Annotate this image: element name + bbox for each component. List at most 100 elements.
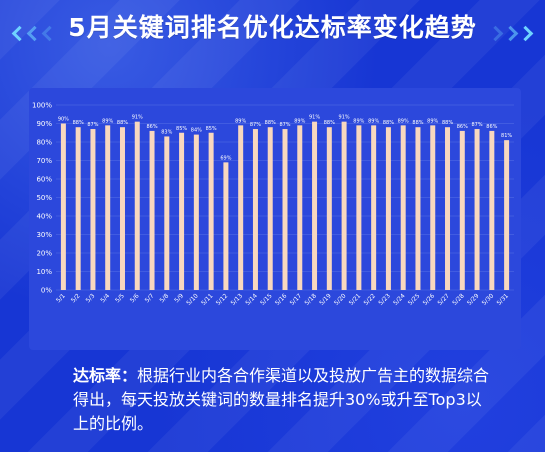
- bar-value-label: 89%: [353, 118, 364, 124]
- x-tick-label: 5/2: [70, 292, 82, 304]
- bar-value-label: 89%: [398, 118, 409, 124]
- bar-value-label: 81%: [501, 133, 512, 139]
- y-tick-label: 70%: [36, 157, 52, 165]
- bar: [179, 132, 185, 290]
- y-tick-label: 60%: [36, 176, 52, 184]
- bar-value-label: 88%: [117, 120, 128, 126]
- x-tick-label: 5/29: [466, 292, 481, 307]
- x-tick-label: 5/8: [158, 292, 170, 304]
- x-tick-label: 5/5: [114, 292, 126, 304]
- y-tick-label: 40%: [36, 213, 52, 221]
- bar-value-label: 87%: [250, 122, 261, 128]
- x-tick-label: 5/20: [333, 292, 348, 307]
- bar-value-label: 84%: [191, 128, 202, 134]
- x-tick-label: 5/23: [377, 292, 392, 307]
- y-tick-label: 10%: [36, 268, 52, 276]
- bar-value-label: 91%: [132, 115, 143, 121]
- bar: [445, 127, 451, 290]
- x-tick-label: 5/26: [422, 292, 437, 307]
- bar: [415, 127, 421, 290]
- bar: [238, 125, 244, 290]
- bar-value-label: 85%: [206, 126, 217, 132]
- x-tick-label: 5/7: [144, 292, 156, 304]
- x-tick-label: 5/10: [185, 292, 200, 307]
- bar-value-label: 86%: [146, 124, 157, 130]
- bar-value-label: 88%: [442, 120, 453, 126]
- bar-chart: 0%10%20%30%40%50%60%70%80%90%100%90%5/18…: [32, 102, 514, 307]
- bar: [119, 127, 125, 290]
- x-tick-label: 5/30: [481, 292, 496, 307]
- x-tick-label: 5/6: [129, 292, 141, 304]
- x-tick-label: 5/27: [436, 292, 451, 307]
- bar: [223, 162, 229, 290]
- x-tick-label: 5/16: [274, 292, 289, 307]
- x-tick-label: 5/11: [200, 292, 215, 307]
- bar-value-label: 91%: [309, 115, 320, 121]
- page-title: 5月关键词排名优化达标率变化趋势: [68, 13, 477, 42]
- bar: [193, 134, 199, 290]
- bar-value-label: 88%: [383, 120, 394, 126]
- footnote-text: 根据行业内各合作渠道以及投放广告主的数据综合得出，每天投放关键词的数量排名提升3…: [73, 366, 490, 433]
- bar: [385, 127, 391, 290]
- bar-value-label: 85%: [176, 126, 187, 132]
- x-tick-label: 5/24: [392, 292, 407, 307]
- x-tick-label: 5/3: [85, 292, 97, 304]
- bar-value-label: 88%: [73, 120, 84, 126]
- bar-value-label: 87%: [87, 122, 98, 128]
- x-tick-label: 5/9: [173, 292, 185, 304]
- bar: [149, 130, 155, 290]
- y-tick-label: 100%: [32, 102, 52, 110]
- x-tick-label: 5/28: [451, 292, 466, 307]
- right-chevron-decoration-icon: [487, 24, 534, 43]
- bar: [356, 125, 362, 290]
- x-tick-label: 5/17: [289, 292, 304, 307]
- footnote: 达标率：根据行业内各合作渠道以及投放广告主的数据综合得出，每天投放关键词的数量排…: [73, 364, 493, 436]
- bar: [430, 125, 436, 290]
- bar: [60, 123, 66, 290]
- chart-panel: [29, 88, 521, 350]
- bar: [208, 132, 214, 290]
- bar: [504, 140, 510, 290]
- x-tick-label: 5/1: [55, 292, 67, 304]
- footnote-lead: 达标率：: [73, 366, 138, 385]
- x-tick-label: 5/22: [363, 292, 378, 307]
- bar: [341, 121, 347, 291]
- bar: [164, 136, 170, 290]
- x-tick-label: 5/12: [215, 292, 230, 307]
- bar-value-label: 88%: [265, 120, 276, 126]
- bar-value-label: 89%: [427, 118, 438, 124]
- bar-value-label: 86%: [457, 124, 468, 130]
- bar-value-label: 87%: [279, 122, 290, 128]
- y-tick-label: 90%: [36, 120, 52, 128]
- bar-value-label: 69%: [220, 155, 231, 161]
- x-tick-label: 5/31: [496, 292, 511, 307]
- bar: [312, 121, 318, 291]
- bar: [75, 127, 81, 290]
- y-tick-label: 80%: [36, 139, 52, 147]
- bar-value-label: 89%: [294, 118, 305, 124]
- bar: [90, 129, 96, 290]
- bar-value-label: 83%: [161, 129, 172, 135]
- bar-value-label: 90%: [58, 117, 69, 123]
- bar: [267, 127, 273, 290]
- y-tick-label: 30%: [36, 231, 52, 239]
- bar: [297, 125, 303, 290]
- x-tick-label: 5/13: [230, 292, 245, 307]
- y-tick-label: 50%: [36, 194, 52, 202]
- bar-value-label: 89%: [235, 118, 246, 124]
- bar-value-label: 88%: [412, 120, 423, 126]
- bar-value-label: 86%: [486, 124, 497, 130]
- bar: [474, 129, 480, 290]
- x-tick-label: 5/4: [99, 292, 111, 304]
- bar-value-label: 89%: [368, 118, 379, 124]
- x-tick-label: 5/25: [407, 292, 422, 307]
- bar-value-label: 89%: [102, 118, 113, 124]
- bar: [489, 130, 495, 290]
- bar-value-label: 88%: [324, 120, 335, 126]
- x-tick-label: 5/18: [303, 292, 318, 307]
- bar: [371, 125, 377, 290]
- bar: [105, 125, 111, 290]
- x-tick-label: 5/21: [348, 292, 363, 307]
- header: 5月关键词排名优化达标率变化趋势: [0, 4, 545, 48]
- bar-value-label: 87%: [472, 122, 483, 128]
